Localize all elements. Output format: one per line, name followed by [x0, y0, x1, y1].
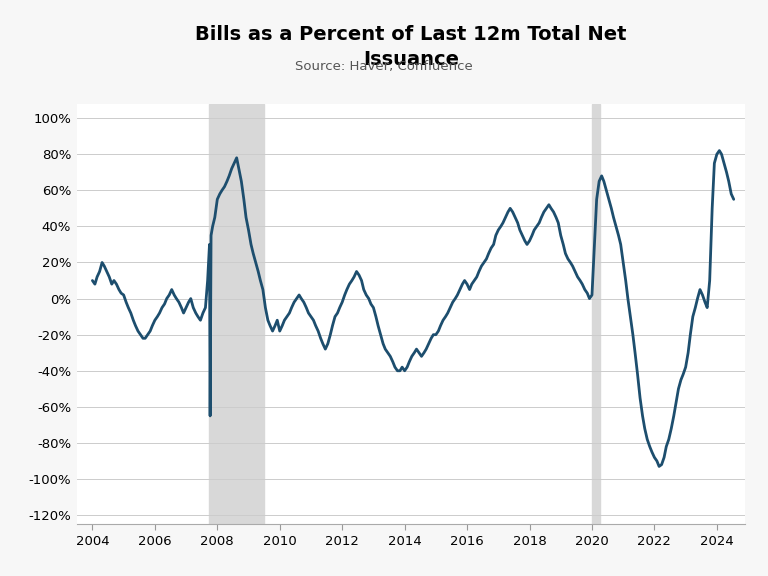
Text: Source: Haver, Confluence: Source: Haver, Confluence	[295, 60, 473, 74]
Bar	[592, 104, 600, 524]
Bar	[210, 104, 264, 524]
Title: Bills as a Percent of Last 12m Total Net
Issuance: Bills as a Percent of Last 12m Total Net…	[195, 25, 627, 69]
